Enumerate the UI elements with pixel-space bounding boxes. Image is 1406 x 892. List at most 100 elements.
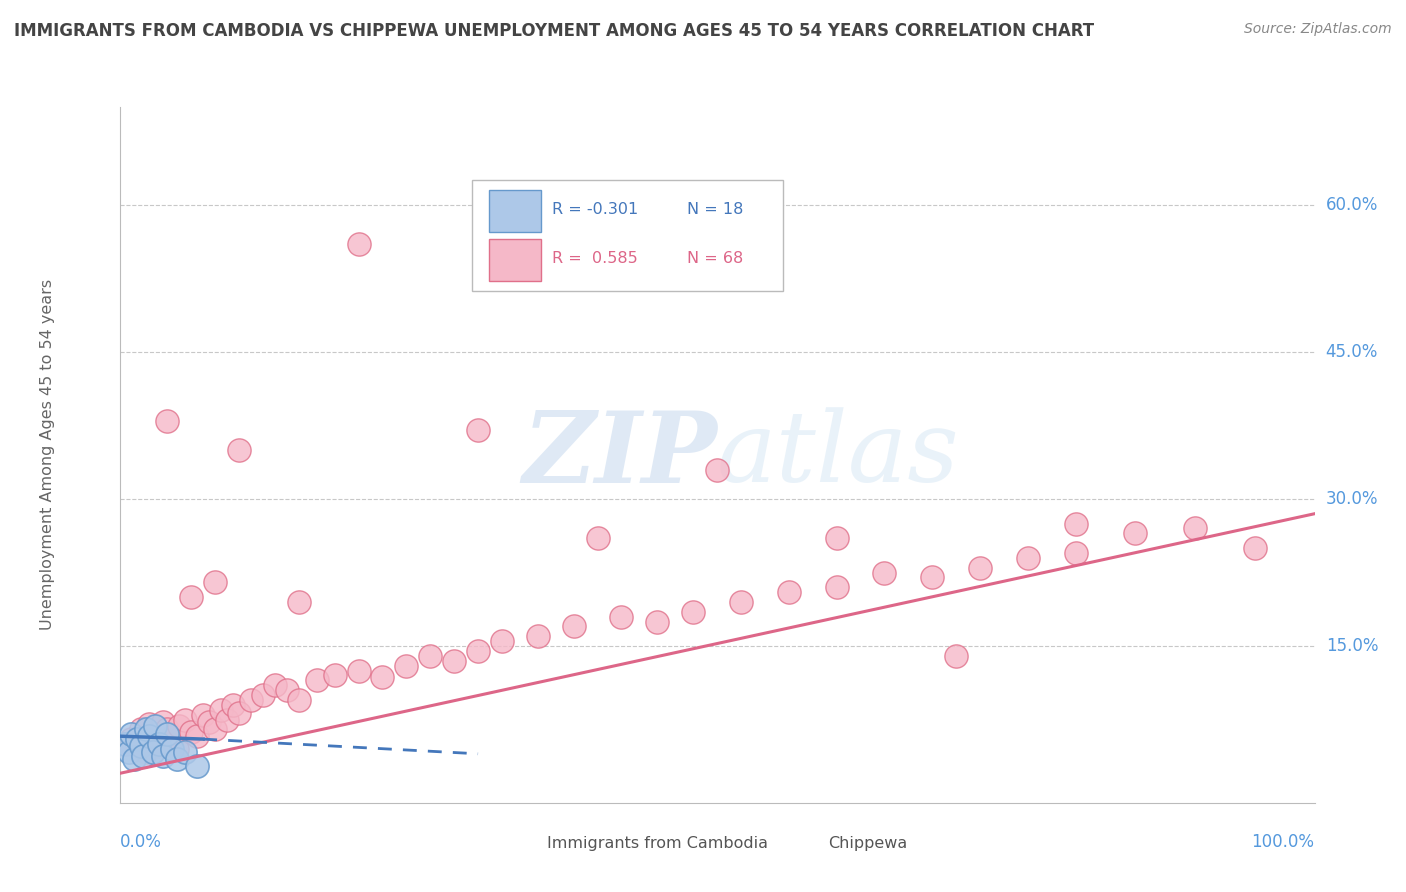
- Point: [825, 531, 848, 545]
- Point: [148, 737, 170, 751]
- Point: [129, 723, 152, 737]
- Point: [127, 739, 149, 753]
- Point: [610, 609, 633, 624]
- Point: [1184, 521, 1206, 535]
- Point: [160, 742, 183, 756]
- Point: [1243, 541, 1265, 555]
- Point: [730, 595, 752, 609]
- Point: [166, 742, 188, 756]
- Point: [138, 729, 160, 743]
- Point: [204, 575, 226, 590]
- FancyBboxPatch shape: [489, 190, 541, 232]
- Point: [142, 745, 165, 759]
- Point: [166, 752, 188, 766]
- Point: [323, 668, 346, 682]
- Point: [180, 590, 202, 604]
- Point: [347, 237, 370, 252]
- Point: [135, 745, 157, 759]
- Point: [945, 648, 967, 663]
- Point: [132, 748, 155, 763]
- Point: [1017, 550, 1039, 565]
- FancyBboxPatch shape: [472, 180, 783, 292]
- Point: [174, 713, 197, 727]
- Point: [174, 745, 197, 759]
- Point: [204, 723, 226, 737]
- Text: ZIP: ZIP: [522, 407, 717, 503]
- Text: Chippewa: Chippewa: [828, 837, 907, 851]
- Point: [371, 670, 394, 684]
- Point: [198, 715, 221, 730]
- Point: [121, 727, 143, 741]
- Point: [180, 725, 202, 739]
- Point: [969, 560, 991, 574]
- Point: [491, 634, 513, 648]
- Point: [209, 703, 232, 717]
- Point: [228, 443, 250, 458]
- Point: [162, 729, 184, 743]
- Point: [118, 745, 141, 759]
- Point: [152, 748, 174, 763]
- Point: [129, 739, 152, 753]
- Point: [135, 723, 157, 737]
- Point: [825, 580, 848, 594]
- Text: N = 68: N = 68: [688, 251, 744, 266]
- Point: [921, 570, 943, 584]
- Point: [186, 729, 208, 743]
- Point: [145, 719, 166, 733]
- Text: 100.0%: 100.0%: [1251, 833, 1315, 851]
- Point: [191, 707, 215, 722]
- Text: R = -0.301: R = -0.301: [553, 202, 638, 217]
- Point: [287, 693, 309, 707]
- Point: [645, 615, 669, 629]
- Point: [252, 688, 274, 702]
- Point: [276, 683, 298, 698]
- Point: [419, 648, 441, 663]
- Point: [778, 585, 800, 599]
- Point: [114, 737, 136, 751]
- Point: [148, 739, 170, 753]
- Point: [305, 673, 328, 688]
- Text: 45.0%: 45.0%: [1326, 343, 1378, 361]
- FancyBboxPatch shape: [512, 833, 543, 856]
- Point: [121, 732, 143, 747]
- Text: N = 18: N = 18: [688, 202, 744, 217]
- Point: [156, 723, 179, 737]
- Point: [526, 629, 548, 643]
- Point: [706, 462, 728, 476]
- Point: [114, 737, 136, 751]
- Text: R =  0.585: R = 0.585: [553, 251, 638, 266]
- Point: [467, 644, 489, 658]
- Text: 60.0%: 60.0%: [1326, 196, 1378, 214]
- Text: 15.0%: 15.0%: [1326, 637, 1378, 655]
- Point: [443, 654, 465, 668]
- Point: [873, 566, 896, 580]
- Point: [122, 752, 145, 766]
- Text: Immigrants from Cambodia: Immigrants from Cambodia: [547, 837, 768, 851]
- Point: [159, 737, 181, 751]
- Point: [467, 424, 489, 438]
- Point: [1125, 526, 1147, 541]
- Point: [152, 715, 174, 730]
- Point: [239, 693, 263, 707]
- Text: Source: ZipAtlas.com: Source: ZipAtlas.com: [1244, 22, 1392, 37]
- Point: [142, 732, 165, 747]
- Point: [138, 717, 160, 731]
- Text: 30.0%: 30.0%: [1326, 490, 1378, 508]
- FancyBboxPatch shape: [793, 833, 824, 856]
- Point: [682, 605, 704, 619]
- Point: [264, 678, 287, 692]
- Point: [169, 719, 191, 733]
- Text: atlas: atlas: [717, 408, 960, 502]
- Point: [287, 595, 309, 609]
- Point: [156, 727, 179, 741]
- Text: Unemployment Among Ages 45 to 54 years: Unemployment Among Ages 45 to 54 years: [41, 279, 55, 631]
- Point: [156, 414, 179, 428]
- Point: [186, 758, 208, 772]
- Point: [127, 732, 149, 747]
- Point: [347, 664, 370, 678]
- Point: [395, 658, 418, 673]
- FancyBboxPatch shape: [489, 239, 541, 281]
- Point: [217, 713, 239, 727]
- Text: 0.0%: 0.0%: [120, 833, 162, 851]
- Point: [145, 727, 166, 741]
